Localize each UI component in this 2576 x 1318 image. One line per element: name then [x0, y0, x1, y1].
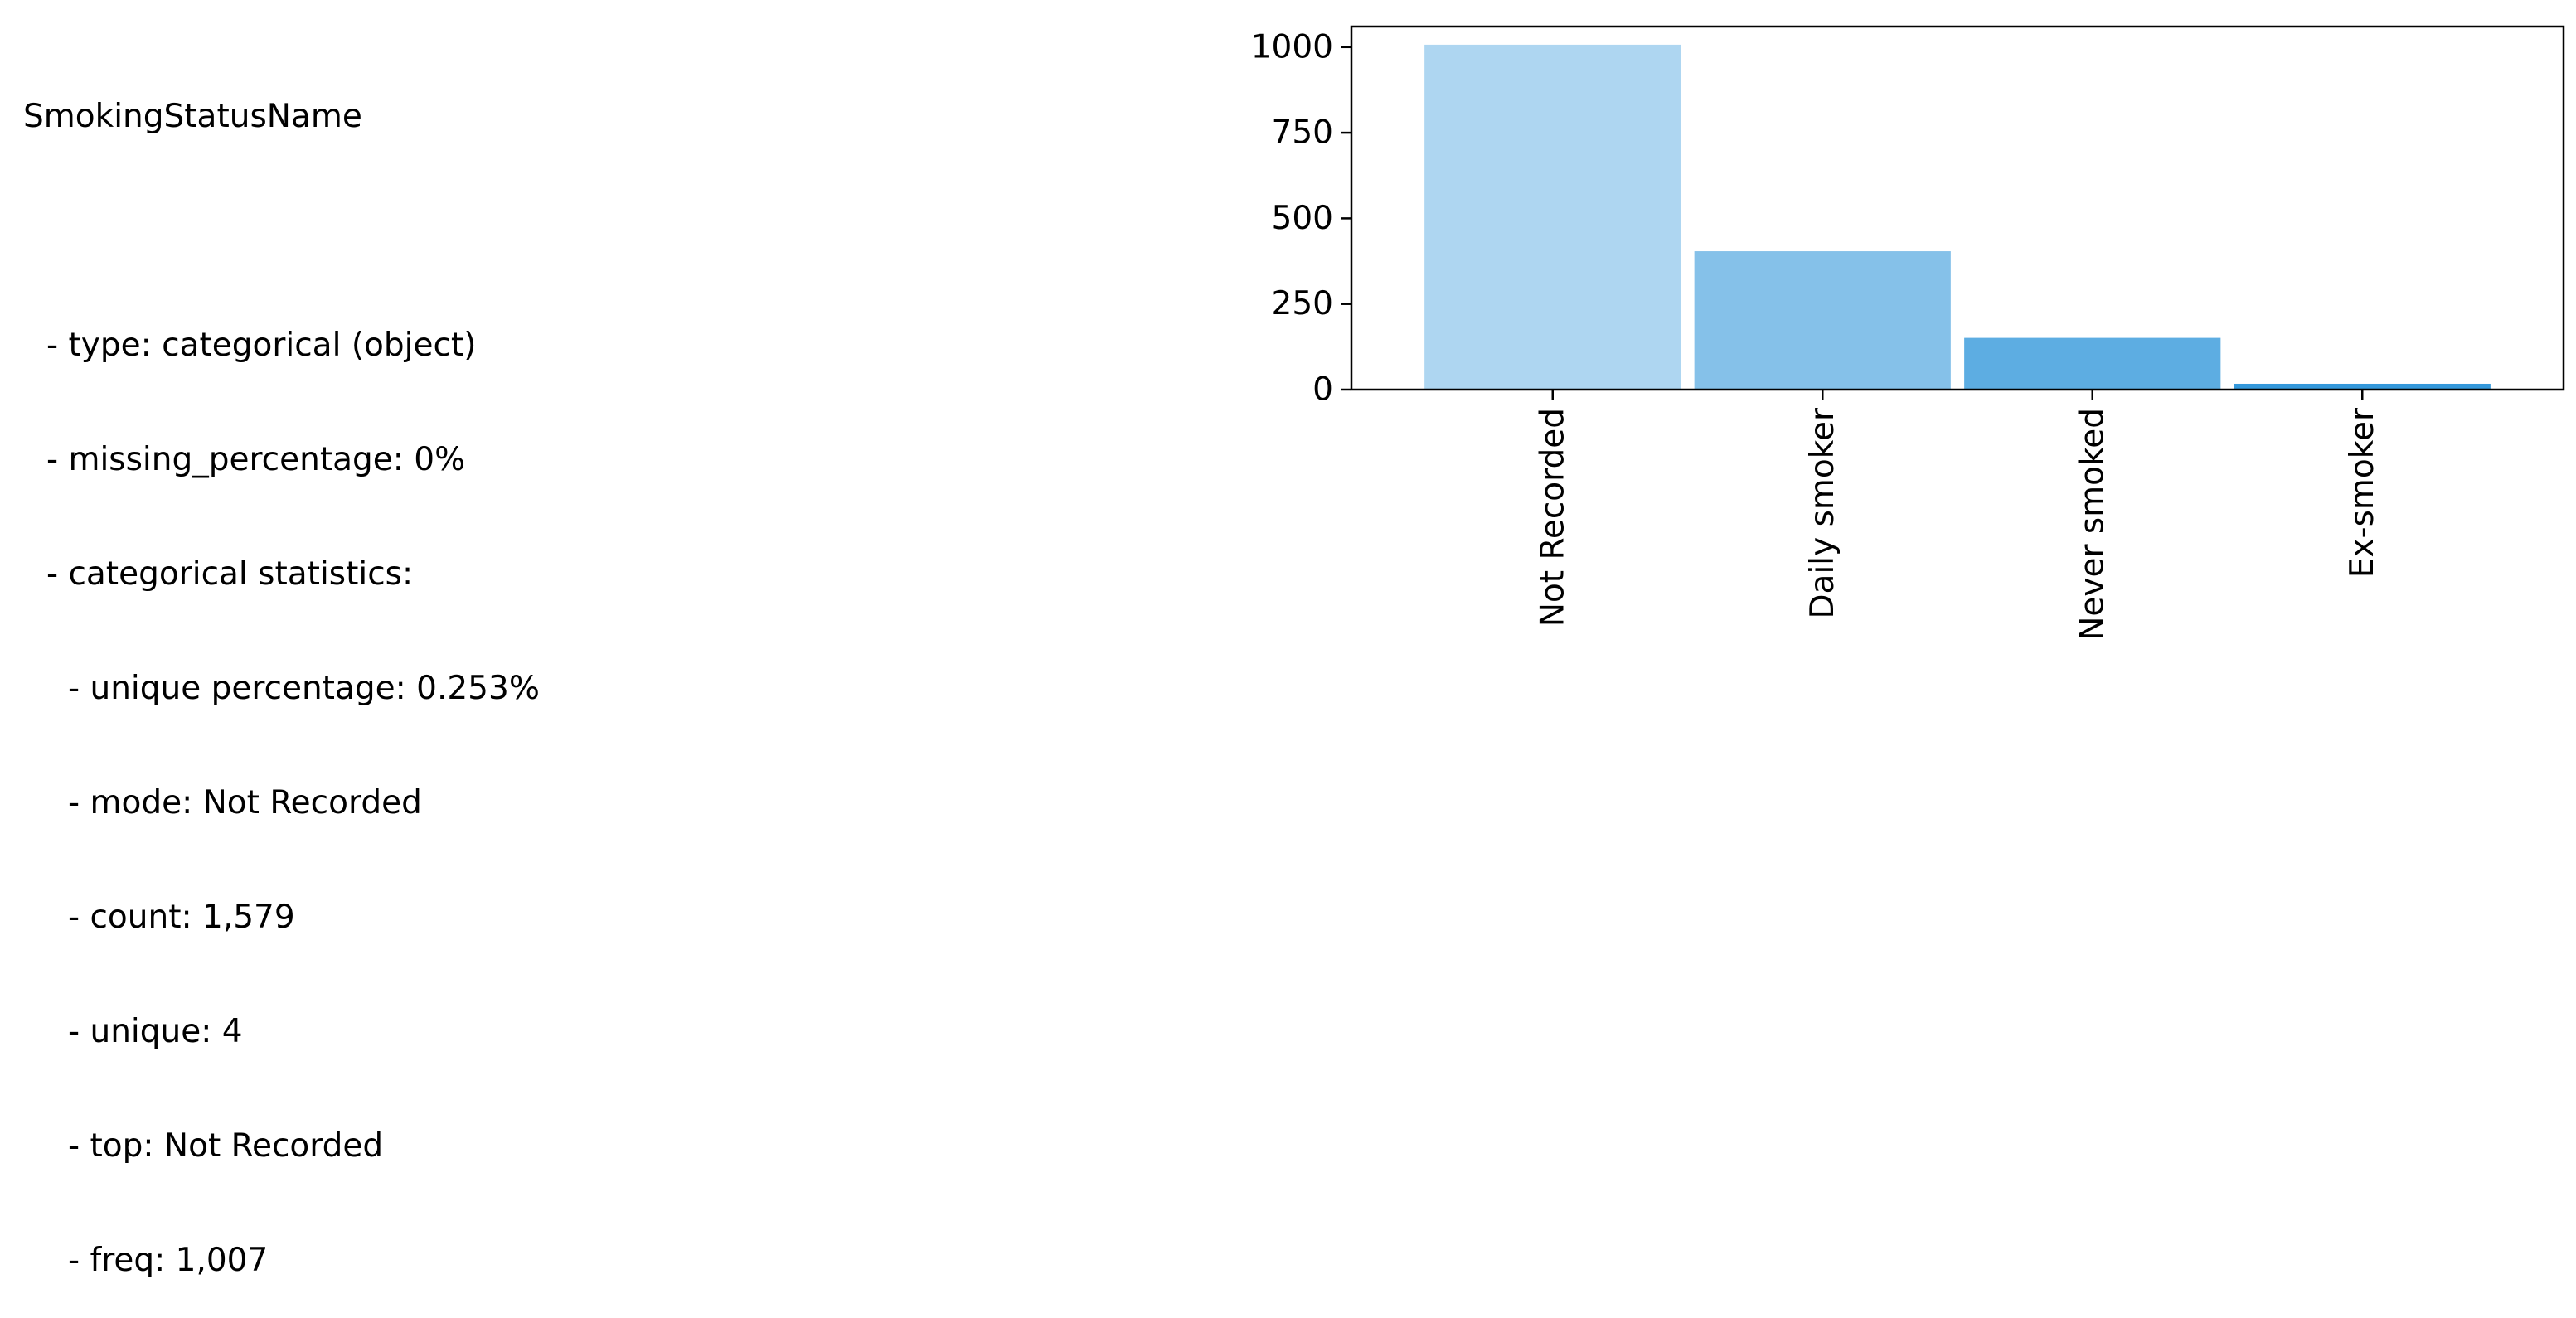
- x-axis-ticks: Not Recorded Daily smoker Never smoked Ex-s…: [1534, 390, 2381, 641]
- y-tick-label: 500: [1272, 200, 1333, 237]
- y-tick-label: 750: [1272, 114, 1333, 152]
- bar-never-smoked: [1964, 337, 2221, 390]
- stat-unique-percentage: - unique percentage: 0.253%: [68, 670, 540, 707]
- bar-group: [1424, 44, 2491, 390]
- bar-ex-smoker: [2234, 383, 2491, 390]
- x-tick-label: Not Recorded: [1534, 408, 1571, 627]
- stat-mode: - mode: Not Recorded: [68, 784, 422, 821]
- stat-type: - type: categorical (object): [46, 327, 477, 364]
- bar-not-recorded: [1424, 44, 1681, 390]
- y-tick-label: 0: [1312, 371, 1333, 409]
- stat-freq: - freq: 1,007: [68, 1242, 269, 1279]
- y-axis-ticks: 0 250 500 750 1000: [1251, 28, 1351, 409]
- stat-missing-percentage: - missing_percentage: 0%: [46, 441, 466, 478]
- plot-frame: [1350, 25, 2565, 391]
- x-tick-label: Daily smoker: [1804, 407, 1841, 618]
- stat-unique: - unique: 4: [68, 1013, 243, 1050]
- stat-categorical-header: - categorical statistics:: [46, 555, 414, 593]
- x-tick-label: Ex-smoker: [2344, 407, 2381, 578]
- x-tick-label: Never smoked: [2074, 408, 2111, 641]
- stat-count: - count: 1,579: [68, 899, 295, 936]
- y-tick-label: 250: [1272, 285, 1333, 322]
- stat-top: - top: Not Recorded: [68, 1127, 384, 1165]
- bar-daily-smoker: [1694, 251, 1951, 390]
- y-tick-label: 1000: [1251, 28, 1333, 65]
- column-name: SmokingStatusName: [23, 98, 362, 135]
